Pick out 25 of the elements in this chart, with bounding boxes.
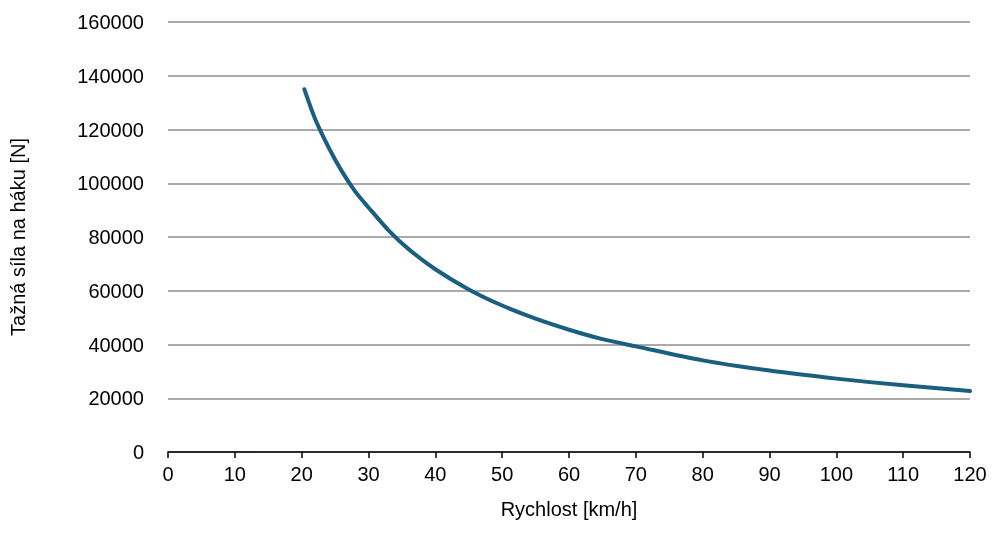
y-tick-label: 60000 [88,279,144,302]
y-tick-label: 140000 [77,64,144,87]
x-tick-label: 80 [691,463,714,485]
y-tick-label: 0 [132,441,144,463]
y-tick-label: 160000 [77,11,144,33]
x-tick-label: 110 [887,463,920,485]
x-tick-label: 10 [223,463,246,485]
x-tick-label: 90 [758,463,781,485]
x-tick-label: 100 [819,463,854,485]
y-tick-label: 80000 [88,226,144,248]
x-axis-title: Rychlost [km/h] [500,498,638,520]
y-tick-label: 40000 [88,333,144,356]
x-tick-label: 40 [424,463,447,485]
x-tick-label: 20 [290,463,313,485]
x-tick-label: 0 [162,463,174,485]
y-axis-title: Tažná síla na háku [N] [7,138,29,336]
y-tick-label: 100000 [77,172,144,195]
x-tick-label: 60 [557,463,581,485]
x-tick-label: 50 [491,463,514,485]
x-tick-label: 70 [624,463,647,485]
x-tick-label: 120 [953,463,987,485]
y-tick-label: 20000 [88,387,144,410]
line-series [302,87,972,393]
y-tick-label: 120000 [77,118,144,141]
x-tick-label: 30 [357,463,380,485]
